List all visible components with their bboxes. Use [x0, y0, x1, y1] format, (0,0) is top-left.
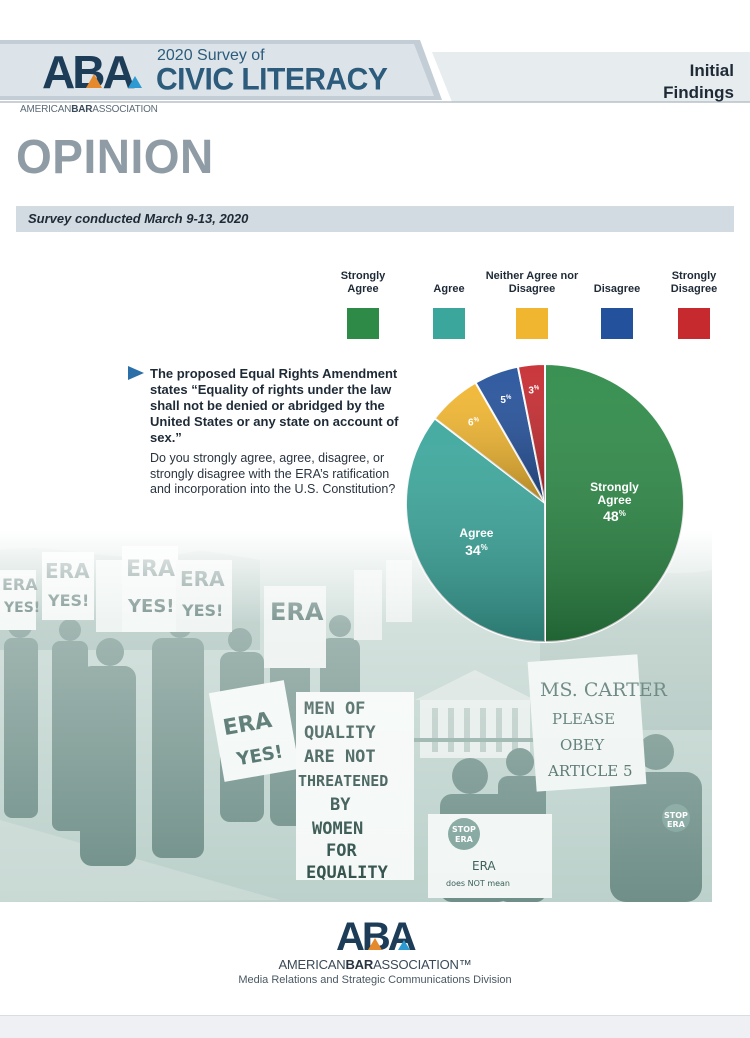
- legend-label: Neither Agree nor Disagree: [485, 270, 579, 295]
- aba-logo: ABA: [42, 46, 142, 92]
- play-arrow-icon: [128, 366, 144, 380]
- legend-item-disagree: Disagree: [581, 266, 653, 339]
- logo-triangle-accent: [86, 74, 102, 88]
- pie-label: 5%: [500, 395, 512, 406]
- header-title: CIVIC LITERACY: [156, 62, 388, 97]
- footer-logo-accent-2: [398, 940, 410, 950]
- bottom-strip: [0, 1015, 750, 1038]
- footer-aba-logo: ABA: [336, 915, 416, 954]
- legend-swatch: [433, 308, 465, 339]
- footer-assoc-post: ASSOCIATION™: [373, 957, 472, 972]
- header-band: [0, 40, 750, 103]
- legend-label: Agree: [433, 283, 465, 295]
- footer-division: Media Relations and Strategic Communicat…: [238, 974, 512, 986]
- survey-dates: Survey conducted March 9-13, 2020: [28, 211, 249, 226]
- pie-slice-shading: [517, 364, 545, 503]
- pie-slice-shading: [545, 364, 684, 642]
- pie-category-label: Agree: [459, 526, 493, 540]
- footer-assoc-bold: BAR: [345, 957, 374, 972]
- pie-slice-shading: [406, 418, 545, 642]
- footer-association: AMERICANBARASSOCIATION™: [0, 957, 750, 972]
- question-prompt: Do you strongly agree, agree, disagree, …: [150, 451, 396, 496]
- footer-assoc-pre: AMERICAN: [278, 957, 346, 972]
- pie-category-label: Agree: [597, 493, 631, 507]
- pie-label: 3%: [528, 386, 540, 397]
- legend-item-agree: Agree: [413, 266, 485, 339]
- assoc-bold: BAR: [71, 104, 93, 115]
- logo-triangle-accent-2: [128, 76, 142, 88]
- legend-label: Strongly Agree: [340, 270, 386, 295]
- legend-item-strongly-disagree: Strongly Disagree: [658, 266, 730, 339]
- legend-swatch: [601, 308, 633, 339]
- section-title: OPINION: [16, 129, 214, 184]
- survey-date-bar: Survey conducted March 9-13, 2020: [16, 206, 734, 232]
- legend-label: Disagree: [593, 283, 641, 295]
- question-statement: The proposed Equal Rights Amendment stat…: [150, 366, 399, 445]
- header-association: AMERICANBARASSOCIATION: [20, 104, 158, 115]
- pie-slices: [405, 362, 685, 644]
- pie-slice-shading: [434, 382, 545, 503]
- legend-item-neither: Neither Agree nor Disagree: [484, 266, 580, 339]
- assoc-post: ASSOCIATION: [92, 104, 158, 115]
- pie-slice-shading: [475, 366, 545, 503]
- legend-label: Strongly Disagree: [670, 270, 718, 295]
- badge-line-2: Findings: [663, 83, 734, 102]
- legend-item-strongly-agree: Strongly Agree: [327, 266, 399, 339]
- survey-year: 2020 Survey of: [157, 47, 265, 64]
- legend-swatch: [516, 308, 548, 339]
- legend-swatch: [678, 308, 710, 339]
- pie-value-label: 3%: [528, 386, 540, 397]
- legend-swatch: [347, 308, 379, 339]
- footer-logo-accent: [368, 938, 382, 950]
- pie-category-label: Strongly: [590, 480, 639, 494]
- pie-value-label: 5%: [500, 395, 512, 406]
- assoc-pre: AMERICAN: [20, 104, 72, 115]
- badge-line-1: Initial: [689, 61, 734, 80]
- pie-value-label: 6%: [468, 417, 480, 428]
- pie-label: 6%: [468, 417, 480, 428]
- initial-findings-badge: Initial Findings: [663, 60, 734, 104]
